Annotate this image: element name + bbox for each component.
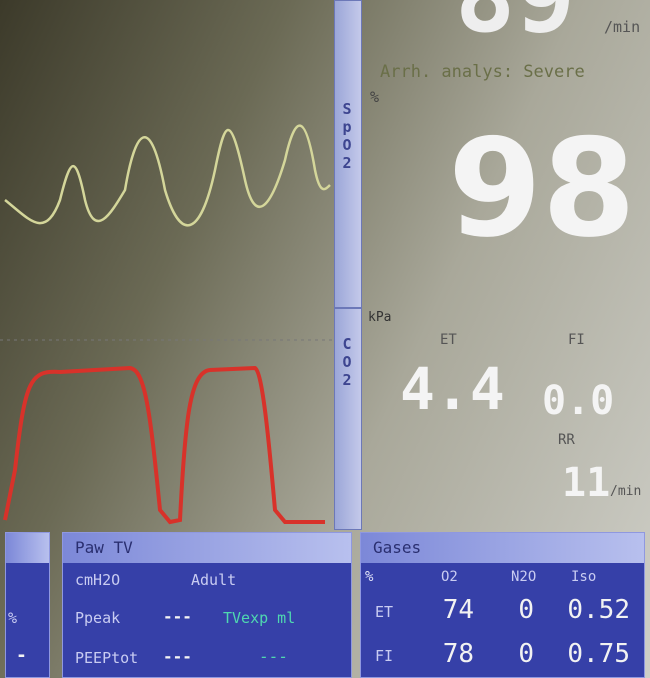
left-panel: % -	[5, 532, 50, 678]
paw-unit: cmH2O	[75, 571, 120, 589]
left-value: -	[16, 645, 27, 666]
gas-column: N2O	[511, 569, 536, 585]
gas-value: 74	[443, 595, 474, 625]
tvexp-label: TVexp ml	[223, 609, 295, 627]
spo2-unit: %	[370, 88, 379, 106]
paw-tv-panel: Paw TV cmH2O Adult Ppeak --- TVexp ml PE…	[62, 532, 352, 678]
gas-row-label: ET	[375, 603, 393, 621]
left-panel-header	[6, 533, 49, 563]
co2-unit: kPa	[368, 310, 391, 325]
co2-label: CO2	[338, 335, 356, 389]
et-co2: 4.4	[400, 355, 505, 423]
rr-label: RR	[558, 432, 575, 448]
gas-value: 0	[518, 595, 534, 625]
tvexp-value: ---	[259, 647, 288, 666]
hr-value: 89	[455, 0, 575, 55]
spo2-label: SpO2	[338, 100, 356, 172]
monitor-screen: SpO2 CO2 89 /min Arrh. analys: Severe % …	[0, 0, 650, 678]
spo2-value: 98	[448, 110, 636, 267]
peep-value: ---	[163, 647, 192, 666]
co2-wave	[5, 368, 325, 522]
fi-label: FI	[568, 332, 585, 348]
et-label: ET	[440, 332, 457, 348]
ppeak-value: ---	[163, 607, 192, 626]
gas-value: 0.52	[567, 595, 630, 625]
rr-value: 11	[562, 460, 610, 506]
pleth-wave	[5, 126, 330, 226]
fi-co2: 0.0	[542, 378, 614, 424]
gas-column: O2	[441, 569, 458, 585]
gas-value: 78	[443, 639, 474, 669]
gas-column: Iso	[571, 569, 596, 585]
waveforms	[0, 0, 334, 530]
gas-value: 0	[518, 639, 534, 669]
gas-row-label: FI	[375, 647, 393, 665]
rr-unit: /min	[610, 484, 641, 499]
ppeak-label: Ppeak	[75, 609, 120, 627]
gases-title: Gases	[361, 533, 644, 563]
hr-unit: /min	[604, 18, 640, 36]
patient-mode: Adult	[191, 571, 236, 589]
left-unit: %	[8, 609, 17, 627]
gas-value: 0.75	[567, 639, 630, 669]
gases-unit: %	[365, 569, 373, 585]
paw-tv-title: Paw TV	[63, 533, 351, 563]
arrhythmia: Arrh. analys: Severe	[380, 62, 585, 82]
gases-panel: Gases % O2 N2O Iso ET 74 0 0.52 FI 78 0 0.75	[360, 532, 645, 678]
peep-label: PEEPtot	[75, 649, 138, 667]
